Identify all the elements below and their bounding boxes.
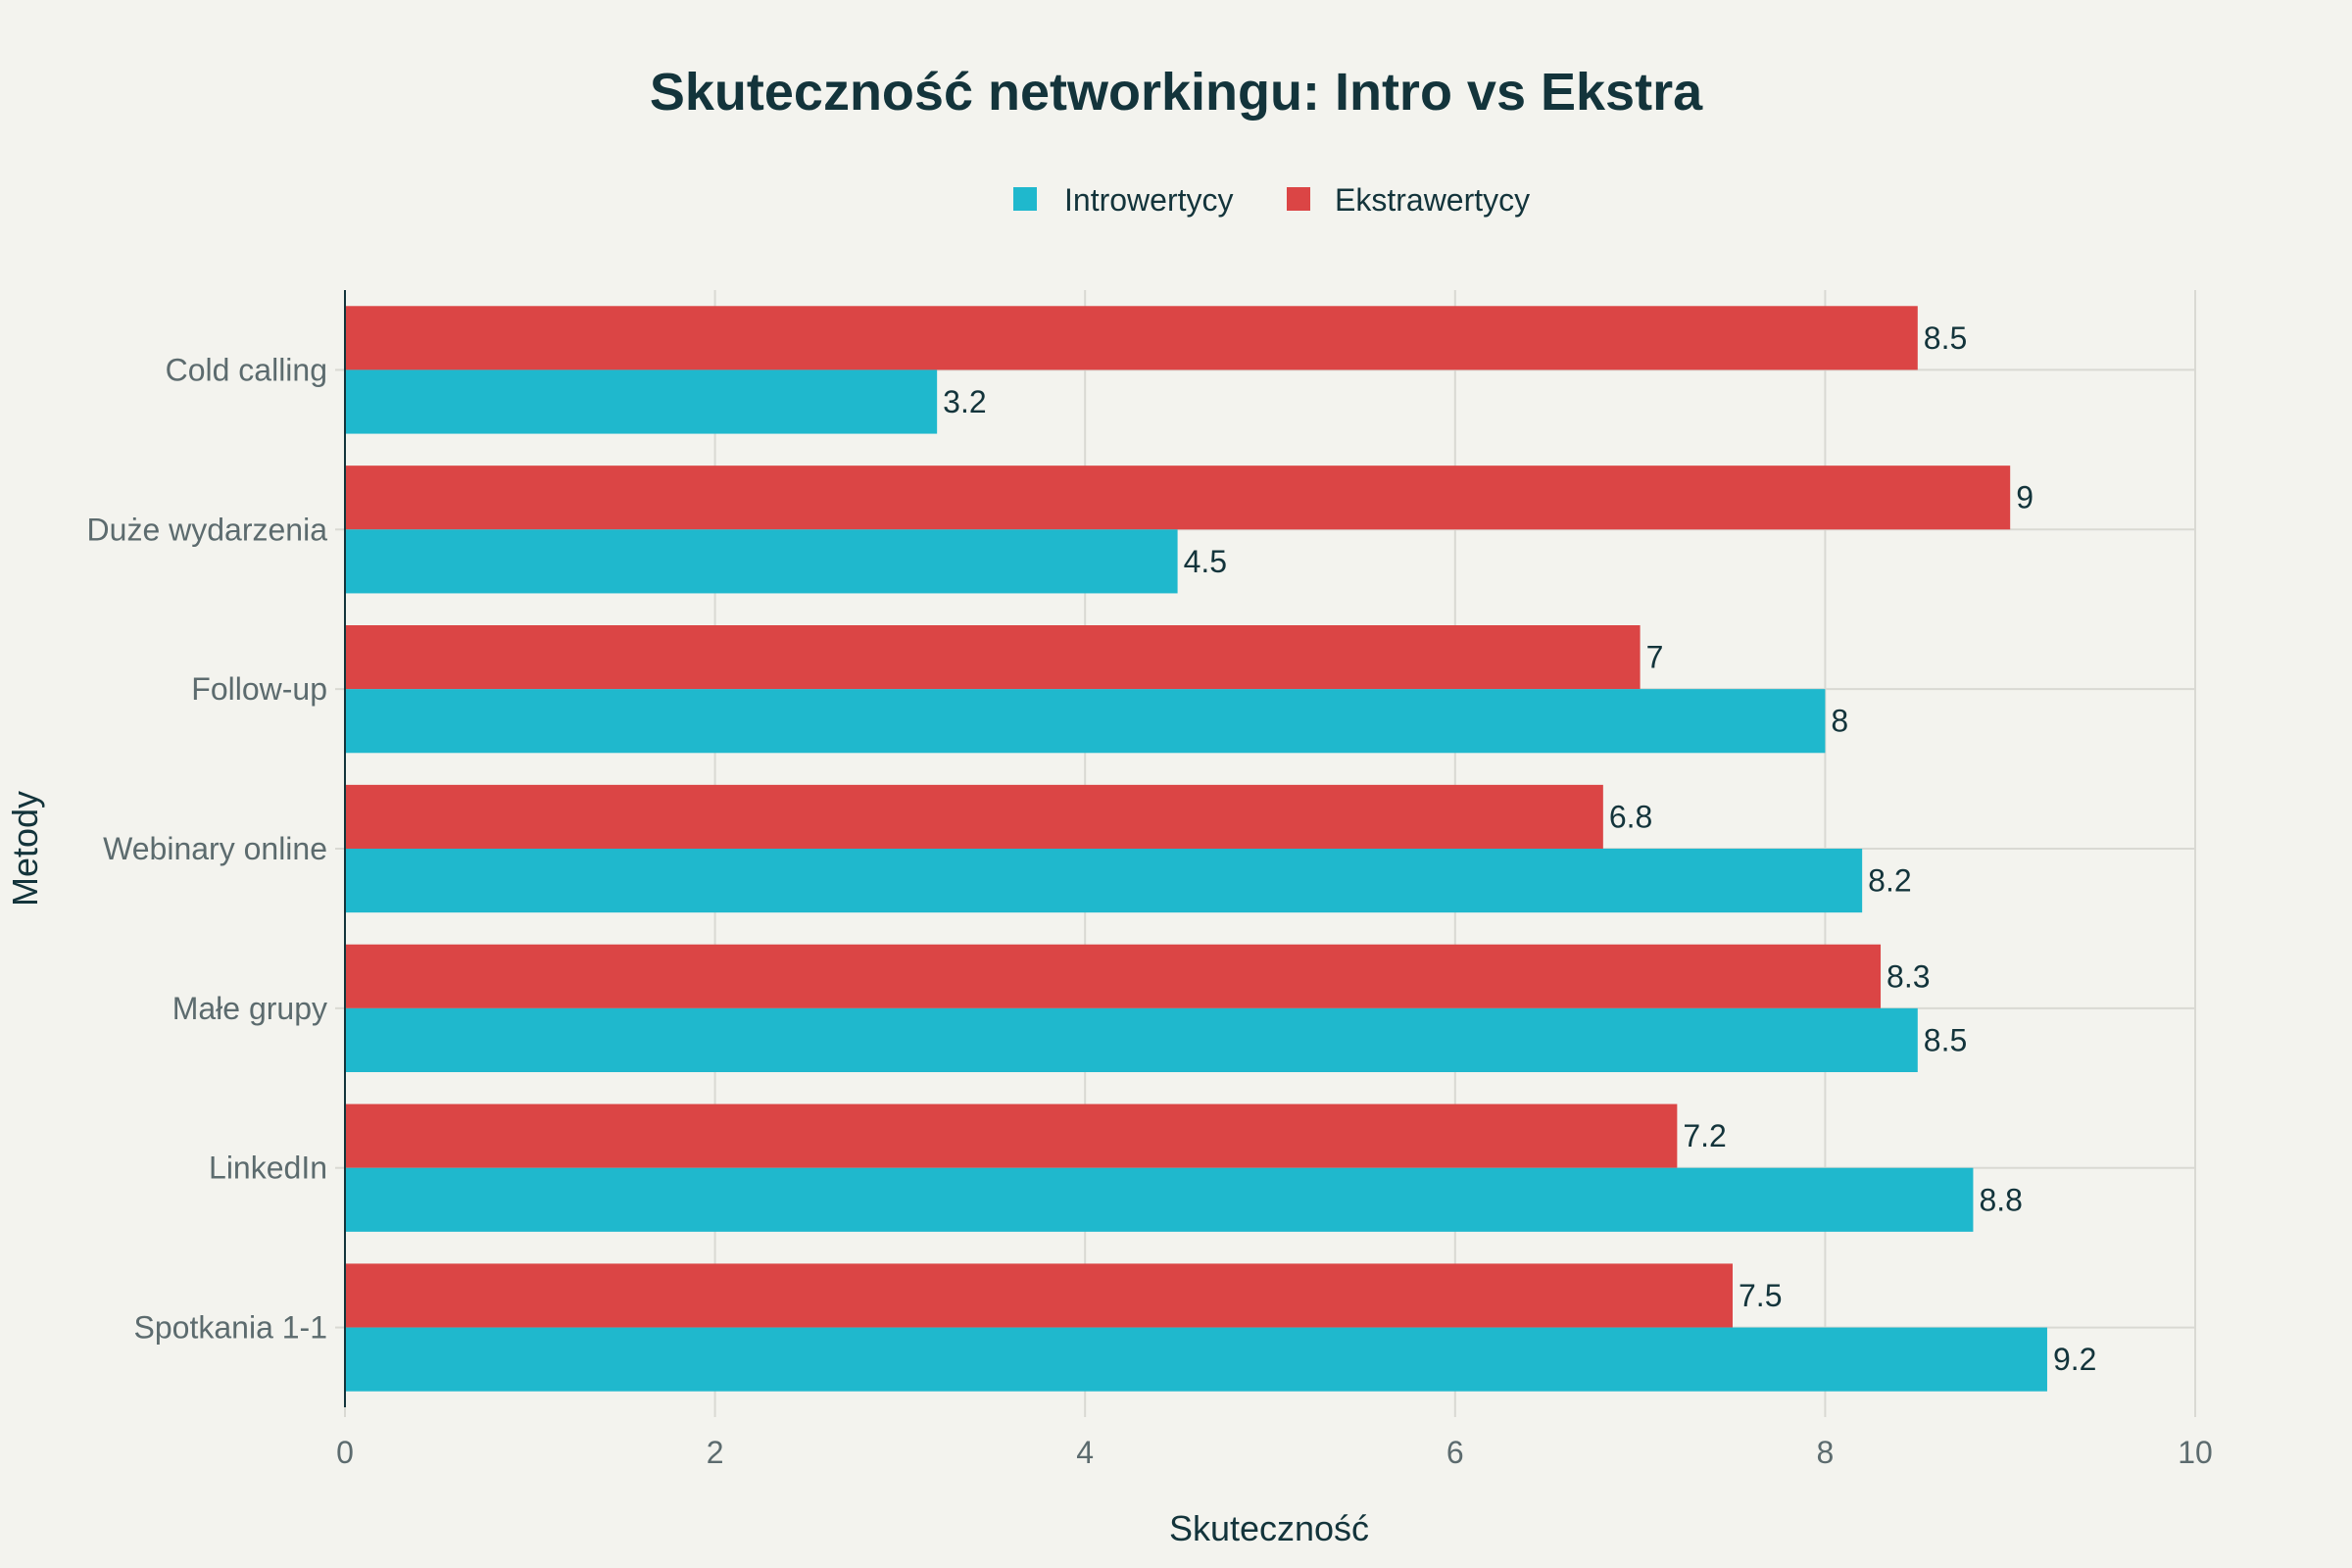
x-tick-label: 8 — [1817, 1435, 1835, 1470]
bars — [345, 306, 2047, 1392]
data-label-ekstrawertycy-webinary-online: 6.8 — [1609, 799, 1652, 834]
bar-ekstrawertycy-duze-wydarzenia — [345, 466, 2011, 530]
data-label-ekstrawertycy-male-grupy: 8.3 — [1886, 958, 1930, 994]
y-tick-label-linkedin: LinkedIn — [209, 1151, 327, 1186]
y-tick-label-webinary-online: Webinary online — [103, 831, 327, 866]
legend: Introwertycy Ekstrawertycy — [1013, 182, 1530, 218]
bar-introwertycy-spotkania-1-1 — [345, 1327, 2047, 1392]
bar-introwertycy-cold-calling — [345, 369, 938, 434]
data-label-introwertycy-duze-wydarzenia: 4.5 — [1184, 544, 1227, 579]
x-tick-label: 0 — [336, 1435, 354, 1470]
bar-introwertycy-male-grupy — [345, 1007, 1918, 1072]
legend-label-ekstrawertycy: Ekstrawertycy — [1335, 182, 1530, 218]
chart-title: Skuteczność networkingu: Intro vs Ekstra — [650, 63, 1703, 122]
data-label-ekstrawertycy-follow-up: 7 — [1646, 640, 1664, 675]
x-tick-label: 2 — [707, 1435, 724, 1470]
y-tick-label-cold-calling: Cold calling — [166, 352, 327, 387]
bar-introwertycy-duze-wydarzenia — [345, 529, 1178, 594]
data-label-ekstrawertycy-spotkania-1-1: 7.5 — [1739, 1278, 1782, 1313]
x-axis-ticks: 0 2 4 6 8 10 — [336, 1407, 2213, 1470]
y-axis-label: Metody — [5, 791, 45, 906]
bar-introwertycy-linkedin — [345, 1167, 1974, 1232]
data-label-introwertycy-cold-calling: 3.2 — [943, 384, 986, 419]
data-label-ekstrawertycy-linkedin: 7.2 — [1683, 1118, 1726, 1153]
bar-ekstrawertycy-cold-calling — [345, 306, 1918, 370]
legend-swatch-introwertycy — [1013, 187, 1037, 211]
x-axis-label: Skuteczność — [1169, 1508, 1369, 1548]
data-label-introwertycy-spotkania-1-1: 9.2 — [2053, 1342, 2096, 1377]
data-label-introwertycy-follow-up: 8 — [1831, 704, 1848, 739]
bar-introwertycy-webinary-online — [345, 849, 1863, 913]
x-tick-label: 4 — [1076, 1435, 1094, 1470]
y-tick-label-follow-up: Follow-up — [191, 671, 327, 707]
bar-ekstrawertycy-follow-up — [345, 625, 1641, 690]
bar-ekstrawertycy-male-grupy — [345, 944, 1882, 1008]
data-label-introwertycy-webinary-online: 8.2 — [1868, 863, 1911, 899]
data-label-introwertycy-male-grupy: 8.5 — [1924, 1022, 1967, 1057]
bar-ekstrawertycy-spotkania-1-1 — [345, 1263, 1733, 1328]
data-label-ekstrawertycy-duze-wydarzenia: 9 — [2016, 480, 2034, 515]
y-axis-ticks: Cold calling Duże wydarzenia Follow-up Webi… — [87, 352, 345, 1346]
data-labels: 8.5 3.2 9 4.5 7 8 6.8 8.2 8.3 8.5 7.2 8.8 7.5 9.2 — [943, 320, 2096, 1377]
y-tick-label-duze-wydarzenia: Duże wydarzenia — [87, 512, 328, 547]
y-tick-label-male-grupy: Małe grupy — [172, 991, 327, 1026]
x-tick-label: 6 — [1446, 1435, 1464, 1470]
data-label-introwertycy-linkedin: 8.8 — [1979, 1182, 2022, 1217]
legend-swatch-ekstrawertycy — [1287, 187, 1310, 211]
legend-label-introwertycy: Introwertycy — [1064, 182, 1233, 218]
bar-ekstrawertycy-webinary-online — [345, 784, 1603, 849]
bar-introwertycy-follow-up — [345, 689, 1826, 754]
data-label-ekstrawertycy-cold-calling: 8.5 — [1924, 320, 1967, 356]
y-tick-label-spotkania-1-1: Spotkania 1-1 — [134, 1310, 327, 1346]
bar-ekstrawertycy-linkedin — [345, 1103, 1678, 1168]
x-tick-label: 10 — [2178, 1435, 2213, 1470]
